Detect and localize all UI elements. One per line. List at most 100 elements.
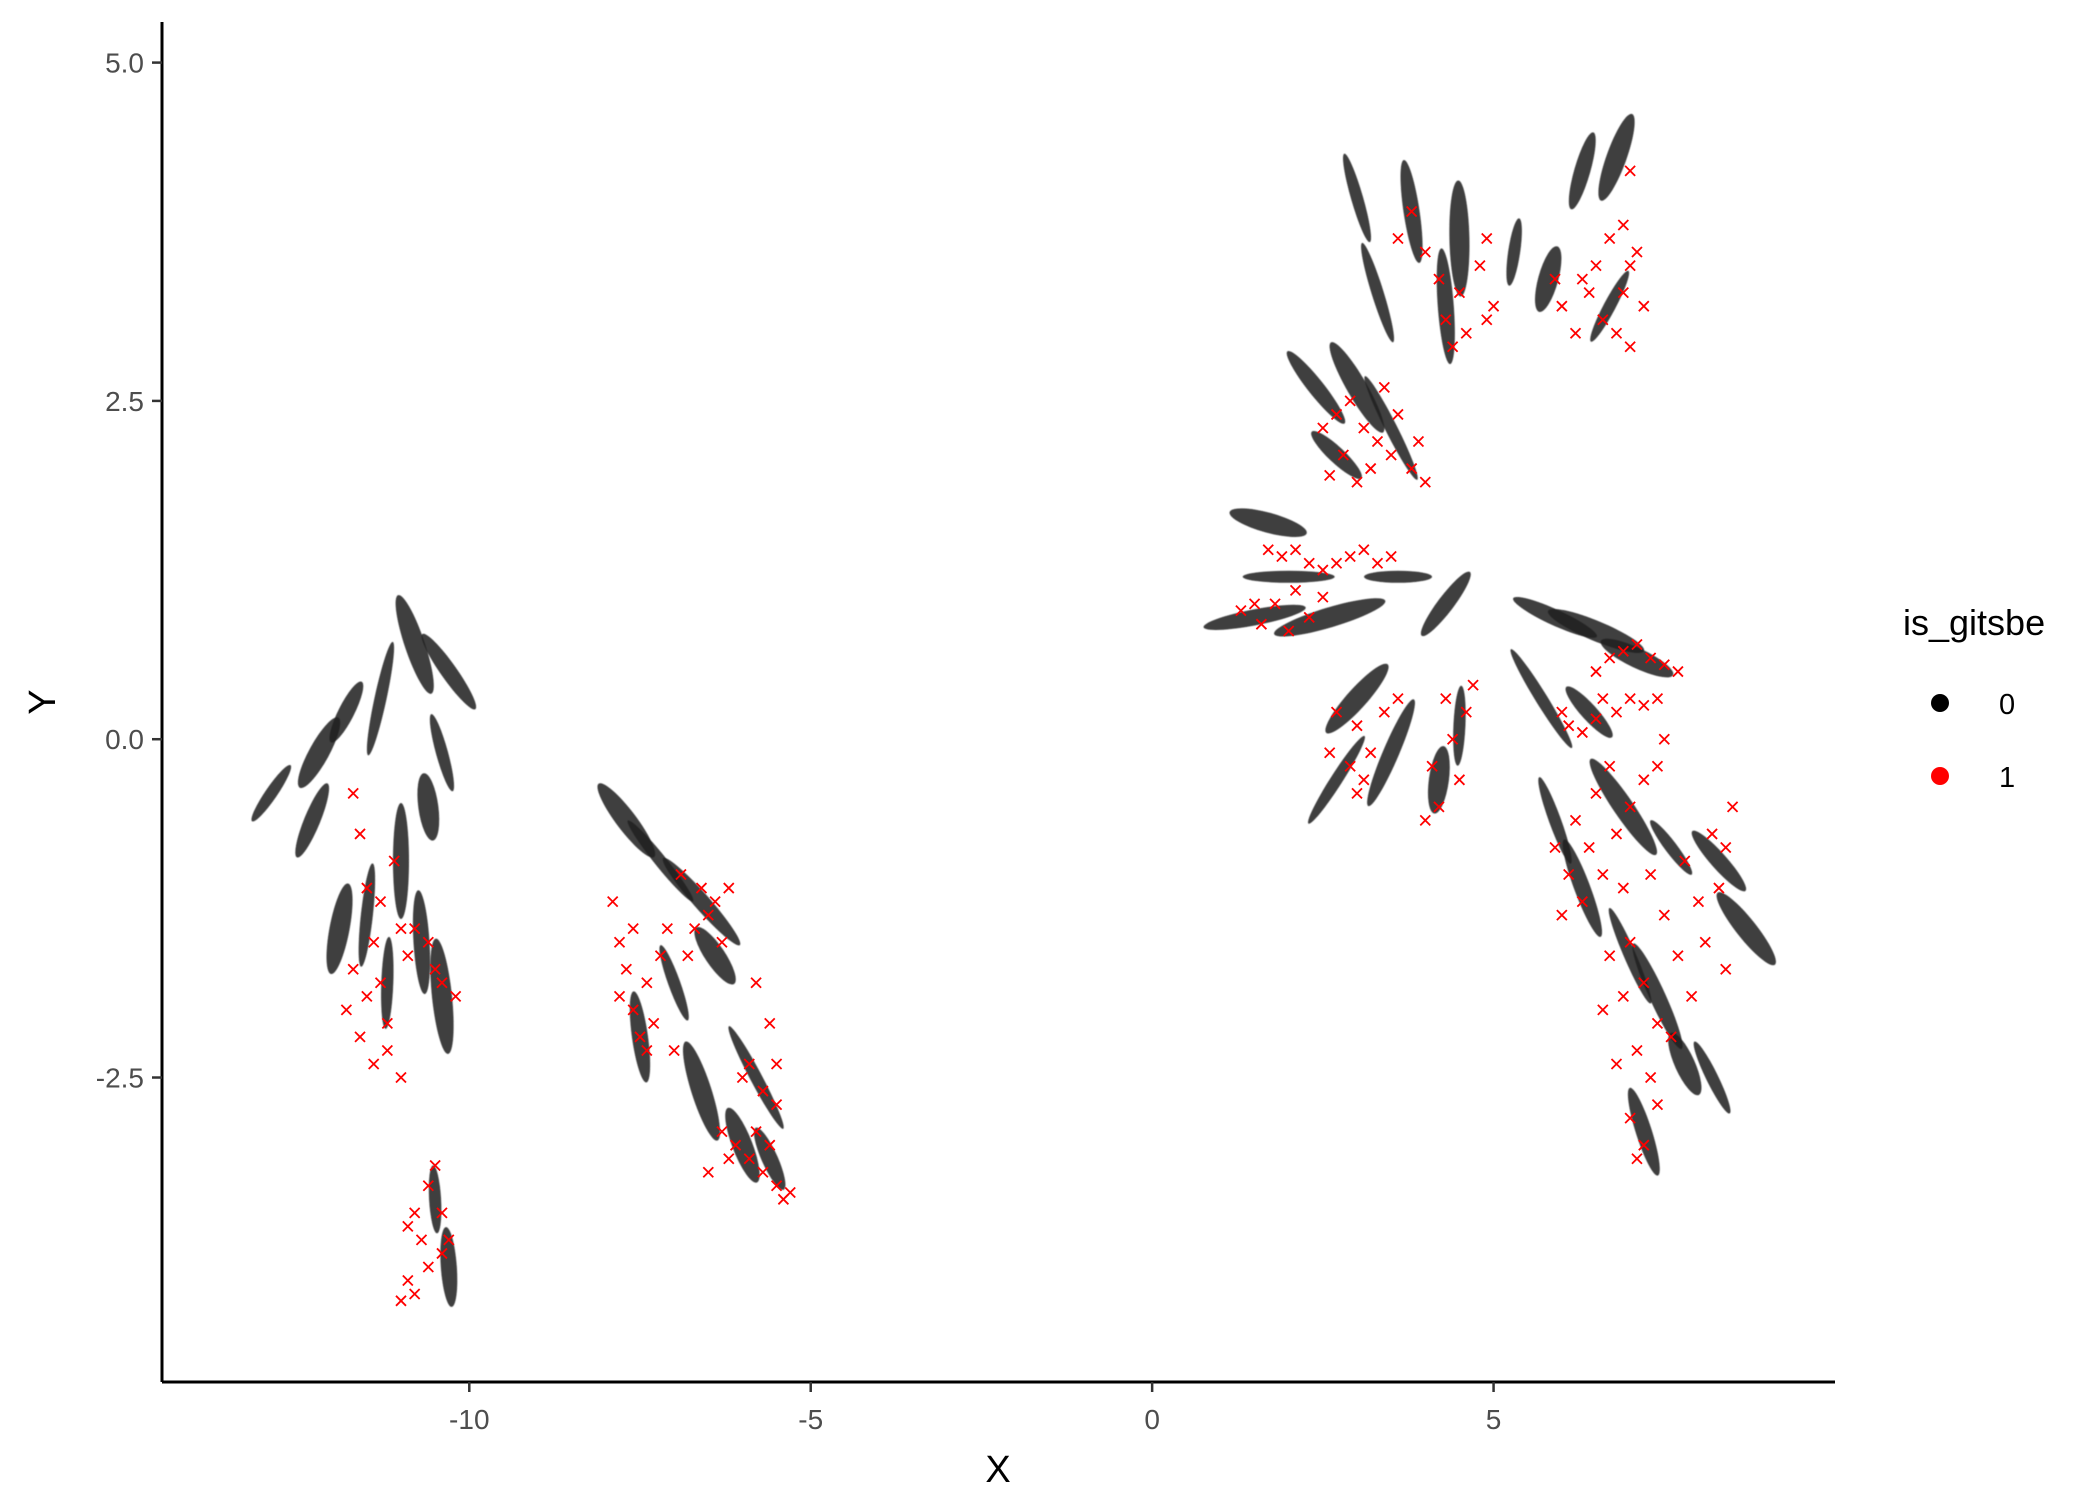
point-series-0	[1311, 430, 1362, 479]
point-series-1	[1330, 557, 1343, 569]
point-series-1	[1289, 584, 1302, 596]
point-series-1	[1419, 476, 1431, 488]
point-series-1	[1440, 692, 1452, 705]
point-series-0	[1364, 376, 1418, 480]
y-axis-title: Y	[22, 689, 64, 714]
point-series-1	[368, 1058, 380, 1070]
point-series-1	[1303, 611, 1315, 624]
legend-title: is_gitsbe	[1903, 602, 2045, 643]
point-series-1	[668, 1044, 680, 1057]
point-series-1	[1638, 300, 1650, 312]
point-series-1	[1590, 787, 1602, 799]
point-series-0	[1600, 638, 1674, 678]
point-series-1	[716, 1126, 728, 1138]
point-series-0	[1693, 1041, 1731, 1114]
point-series-1	[429, 963, 441, 975]
point-series-1	[1392, 408, 1404, 421]
point-series-0	[429, 714, 455, 792]
point-series-0	[1453, 685, 1466, 766]
point-series-1	[1440, 314, 1452, 326]
point-series-0	[358, 863, 376, 967]
point-series-1	[388, 855, 400, 867]
point-series-1	[422, 1180, 434, 1192]
point-series-0	[1506, 218, 1522, 286]
point-series-1	[1597, 314, 1609, 326]
point-series-1	[743, 1153, 755, 1165]
point-series-1	[1692, 895, 1705, 908]
point-series-0	[1716, 892, 1776, 966]
point-series-1	[1624, 1112, 1636, 1124]
point-series-1	[1405, 205, 1418, 218]
point-series-1	[1235, 605, 1247, 617]
point-series-0	[753, 1127, 786, 1190]
point-series-1	[1412, 435, 1425, 448]
point-series-1	[1563, 868, 1575, 881]
point-series-1	[1487, 300, 1500, 312]
point-series-1	[1631, 246, 1643, 258]
point-series-0	[659, 945, 689, 1021]
point-series-1	[1351, 787, 1363, 799]
point-series-1	[340, 1004, 353, 1016]
point-series-0	[1632, 943, 1683, 1050]
point-series-1	[1638, 699, 1650, 712]
point-series-1	[1638, 1139, 1650, 1151]
point-series-1	[1392, 692, 1404, 705]
point-series-1	[1446, 341, 1459, 353]
point-series-1	[1638, 774, 1650, 786]
point-series-0	[1420, 571, 1471, 637]
y-tick-label: 2.5	[105, 386, 144, 417]
plot-area	[251, 113, 1776, 1307]
point-series-1	[1317, 422, 1329, 434]
point-series-1	[368, 936, 380, 948]
point-series-1	[1351, 720, 1363, 732]
point-series-0	[1367, 699, 1415, 807]
point-series-1	[757, 1085, 769, 1097]
point-series-1	[1699, 936, 1711, 948]
point-series-0	[428, 1165, 442, 1234]
point-series-1	[347, 963, 359, 975]
point-series-1	[1378, 381, 1390, 394]
point-series-1	[436, 1207, 448, 1219]
point-series-0	[251, 764, 292, 822]
point-series-1	[347, 787, 359, 799]
point-series-0	[1668, 1032, 1702, 1096]
point-series-1	[1262, 544, 1274, 556]
point-series-0	[1286, 351, 1346, 424]
point-series-0	[728, 1026, 784, 1129]
series-1-layer	[340, 165, 1739, 1307]
point-series-1	[1617, 882, 1629, 894]
point-series-1	[1720, 841, 1732, 854]
point-series-1	[1624, 165, 1636, 177]
point-series-1	[1467, 679, 1479, 691]
point-series-1	[1324, 469, 1336, 481]
point-series-0	[1535, 246, 1562, 312]
y-tick-label: -2.5	[96, 1063, 144, 1094]
legend-label-0: 0	[1999, 689, 2015, 721]
point-series-1	[1624, 936, 1636, 948]
point-series-1	[641, 1044, 653, 1057]
x-tick-label: 5	[1486, 1404, 1502, 1435]
point-series-1	[757, 1166, 769, 1178]
point-series-1	[374, 977, 387, 989]
point-series-0	[1361, 242, 1395, 343]
point-series-1	[702, 1166, 714, 1178]
point-series-1	[1337, 449, 1349, 461]
point-series-1	[1576, 726, 1588, 739]
point-series-0	[412, 890, 431, 995]
point-series-1	[620, 963, 632, 975]
point-series-1	[716, 936, 728, 948]
point-series-1	[449, 990, 462, 1002]
point-series-1	[1644, 652, 1657, 664]
point-series-1	[1563, 720, 1575, 732]
point-series-1	[1610, 327, 1623, 339]
point-series-1	[1597, 1004, 1609, 1016]
point-series-1	[409, 1207, 421, 1219]
point-series-1	[1283, 625, 1295, 637]
point-series-0	[326, 883, 353, 974]
point-series-1	[1624, 341, 1636, 353]
x-ticks: -10 -5 0 5	[449, 1382, 1501, 1435]
point-series-1	[607, 895, 619, 908]
point-series-1	[723, 1153, 735, 1165]
point-series-1	[381, 1017, 393, 1030]
point-series-1	[1371, 557, 1384, 569]
